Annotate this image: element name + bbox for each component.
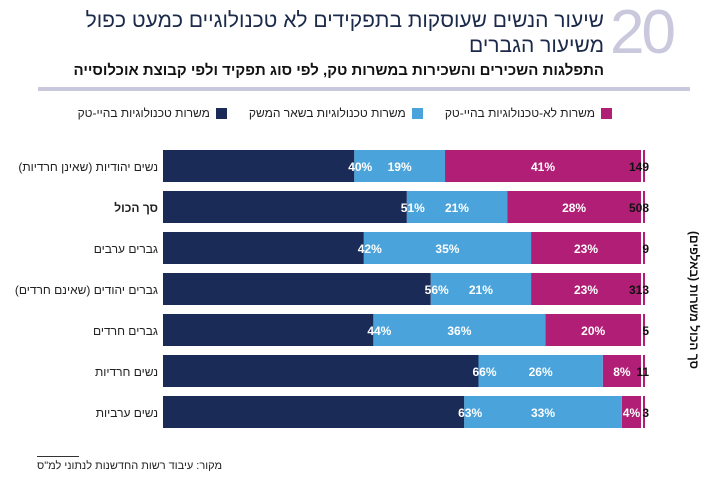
data-label: 23% xyxy=(574,242,598,256)
data-label: 35% xyxy=(435,242,459,256)
data-label: 26% xyxy=(529,365,553,379)
category-label: נשים יהודיות (שאינן חרדיות) xyxy=(18,160,158,174)
row-tick xyxy=(643,396,645,428)
legend-swatch xyxy=(215,107,227,119)
bar-segment xyxy=(163,232,364,264)
bar-segment xyxy=(163,314,374,346)
row-tick xyxy=(643,273,645,305)
bar-segment xyxy=(531,232,641,264)
y2-axis-label: סך הכול משרות (באלפים) xyxy=(687,231,701,369)
bar-segment xyxy=(478,355,603,387)
page-title: שיעור הנשים שעוסקות בתפקידים לא טכנולוגי… xyxy=(85,9,604,57)
row-tick xyxy=(643,355,645,387)
legend-label: משרות לא-טכנולוגיות בהיי-טק xyxy=(444,106,595,120)
legend-label: משרות טכנולוגיות בהיי-טק xyxy=(77,106,210,120)
legend-swatch xyxy=(411,107,423,119)
row-tick xyxy=(643,314,645,346)
legend-label: משרות טכנולוגיות בשאר המשק xyxy=(248,106,406,120)
legend-item-nontech-hitech: משרות לא-טכנולוגיות בהיי-טק xyxy=(445,106,612,120)
category-label: גברים יהודים (שאינם חרדים) xyxy=(15,283,158,297)
data-label: 4% xyxy=(623,406,641,420)
row-tick xyxy=(643,232,645,264)
bar-segment xyxy=(163,191,407,223)
data-label: 41% xyxy=(531,160,555,174)
bar-segment xyxy=(621,396,641,428)
bar-segment xyxy=(163,150,355,182)
category-label: גברים חרדים xyxy=(93,324,158,338)
stacked-bar-chart: 41% 19% 40% נשים יהודיות (שאינן חרדיות) 149 2… xyxy=(15,150,701,428)
data-label: 63% xyxy=(458,406,482,420)
divider xyxy=(38,87,690,91)
bar-segment xyxy=(602,355,641,387)
bar-segment xyxy=(507,191,641,223)
data-label: 56% xyxy=(425,283,449,297)
bar-segment xyxy=(445,150,641,182)
data-label: 42% xyxy=(358,242,382,256)
bar-segment xyxy=(373,314,546,346)
source-note: מקור: עיבוד רשות החדשנות לנתוני למ"ס xyxy=(37,460,223,472)
bar-segment xyxy=(163,273,431,305)
total-label: 5 xyxy=(642,324,649,338)
legend-item-tech-other: משרות טכנולוגיות בשאר המשק xyxy=(249,106,423,120)
chart-subtitle: התפלגות השכירים והשכירות במשרות טק, לפי … xyxy=(73,62,604,79)
data-label: 51% xyxy=(401,201,425,215)
total-label: 3 xyxy=(642,406,649,420)
data-label: 23% xyxy=(574,283,598,297)
row-tick xyxy=(643,191,645,223)
data-label: 44% xyxy=(367,324,391,338)
legend-swatch xyxy=(601,107,612,119)
data-label: 40% xyxy=(348,160,372,174)
source-divider xyxy=(37,456,79,457)
category-label: גברים ערבים xyxy=(94,242,158,256)
bar-segment xyxy=(545,314,641,346)
data-label: 21% xyxy=(469,283,493,297)
data-label: 28% xyxy=(562,201,586,215)
total-label: 11 xyxy=(636,365,649,379)
bar-segment xyxy=(163,396,465,428)
bar-segment xyxy=(163,355,479,387)
bar-segment xyxy=(363,232,532,264)
data-label: 8% xyxy=(613,365,631,379)
total-label: 149 xyxy=(629,160,649,174)
legend: משרות לא-טכנולוגיות בהיי-טק משרות טכנולו… xyxy=(78,106,612,120)
data-label: 33% xyxy=(531,406,555,420)
category-label: נשים ערביות xyxy=(96,406,158,420)
row-tick xyxy=(643,150,645,182)
bar-segment xyxy=(531,273,641,305)
total-label: 508 xyxy=(629,201,649,215)
total-label: 313 xyxy=(629,283,649,297)
data-label: 66% xyxy=(472,365,496,379)
bar-segment xyxy=(354,150,446,182)
chart-number: 20 xyxy=(610,0,676,67)
legend-item-tech-hitech: משרות טכנולוגיות בהיי-טק xyxy=(78,106,227,120)
data-label: 36% xyxy=(447,324,471,338)
bar-segment xyxy=(430,273,532,305)
bar-segment xyxy=(406,191,508,223)
bar-segment xyxy=(464,396,622,428)
category-label: סך הכול xyxy=(114,201,158,215)
data-label: 19% xyxy=(388,160,412,174)
category-label: נשים חרדיות xyxy=(95,365,158,379)
data-label: 21% xyxy=(445,201,469,215)
total-label: 9 xyxy=(642,242,649,256)
data-label: 20% xyxy=(581,324,605,338)
